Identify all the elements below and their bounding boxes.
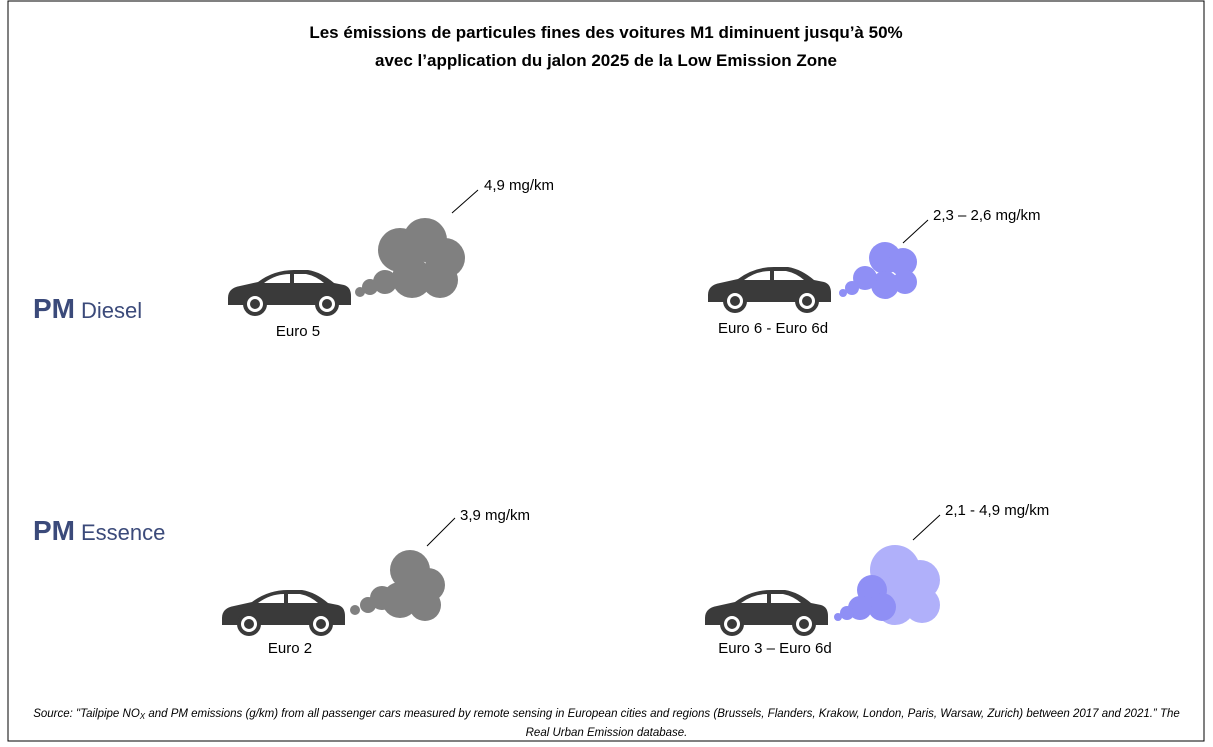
leader-line <box>426 517 456 547</box>
smoke <box>834 545 940 625</box>
car <box>705 590 828 636</box>
car-label: Euro 5 <box>276 323 320 340</box>
car <box>708 267 831 313</box>
smoke <box>350 550 445 621</box>
title: Les émissions de particules fines des vo… <box>309 23 902 42</box>
smoke <box>355 218 465 298</box>
car-label: Euro 2 <box>268 640 312 657</box>
source: Source: "Tailpipe NOX and PM emissions (… <box>30 706 1183 742</box>
emission-label: 3,9 mg/km <box>460 507 530 524</box>
frame <box>7 0 1205 742</box>
emission-label: 2,1 - 4,9 mg/km <box>945 502 1049 519</box>
leader-line <box>902 219 929 244</box>
leader-line <box>451 189 479 214</box>
row-label: PM Essence <box>33 515 165 546</box>
leader-line <box>912 514 941 541</box>
car-label: Euro 3 – Euro 6d <box>718 640 831 657</box>
emission-label: 4,9 mg/km <box>484 177 554 194</box>
car-label: Euro 6 - Euro 6d <box>718 320 828 337</box>
emission-label: 2,3 – 2,6 mg/km <box>933 207 1041 224</box>
source-subscript: X <box>139 712 146 721</box>
title: avec l’application du jalon 2025 de la L… <box>375 51 837 70</box>
car <box>222 590 345 636</box>
car <box>228 270 351 316</box>
source-text: Source: "Tailpipe NO <box>33 708 140 720</box>
smoke <box>839 242 917 299</box>
source-text: and PM emissions (g/km) from all passeng… <box>145 708 1180 739</box>
row-label: PM Diesel <box>33 293 142 324</box>
